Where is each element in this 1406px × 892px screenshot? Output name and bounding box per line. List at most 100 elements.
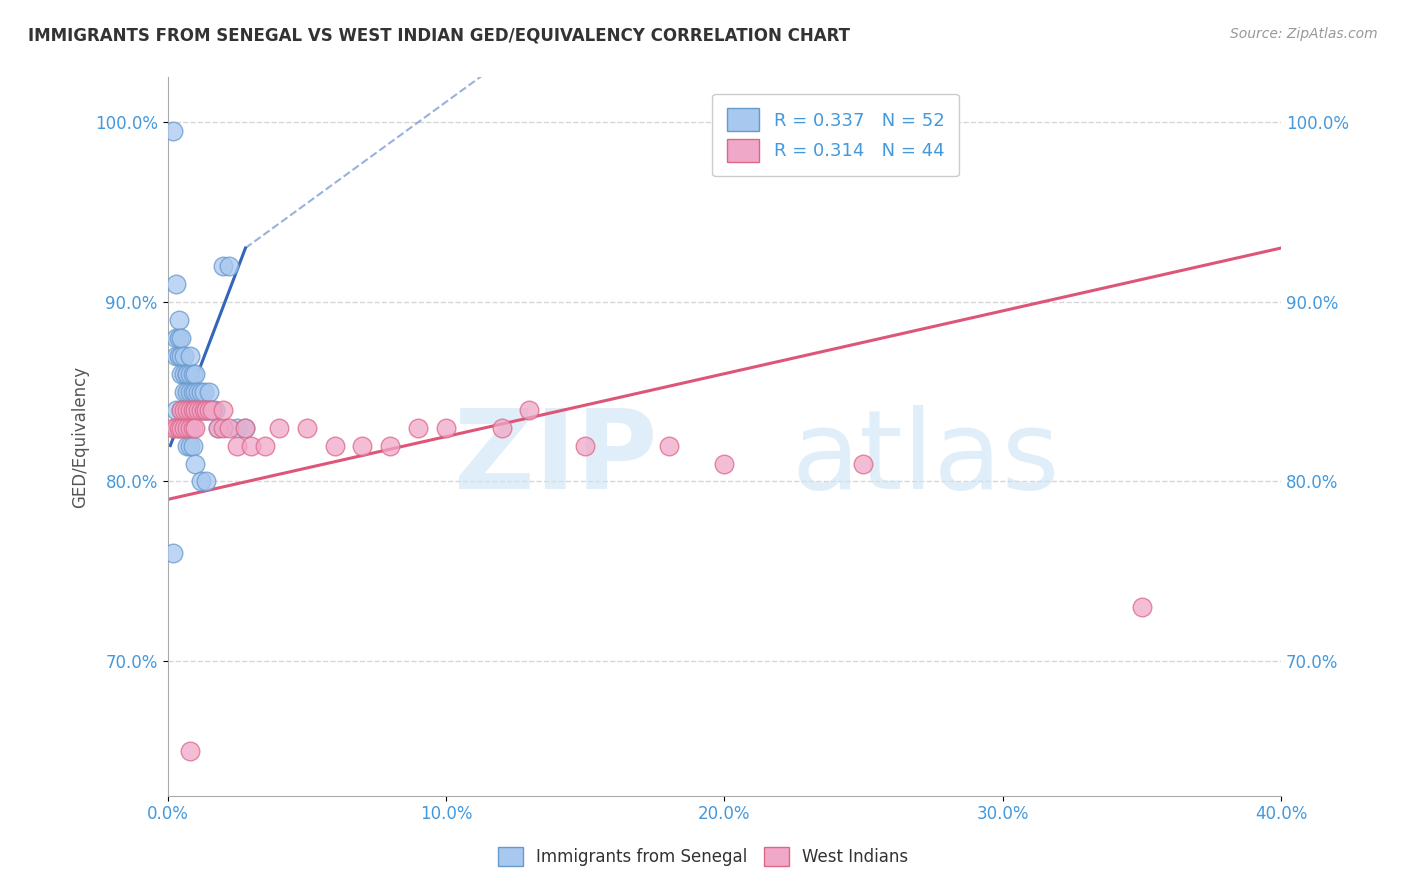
Point <box>212 420 235 434</box>
Point <box>179 420 201 434</box>
Point <box>184 420 207 434</box>
Point <box>173 402 195 417</box>
Point <box>198 402 221 417</box>
Point <box>176 384 198 399</box>
Point <box>323 439 346 453</box>
Point <box>176 420 198 434</box>
Point <box>519 402 541 417</box>
Point <box>235 420 257 434</box>
Point <box>207 420 229 434</box>
Point <box>167 420 190 434</box>
Point <box>179 384 201 399</box>
Point <box>380 439 402 453</box>
Text: ZIP: ZIP <box>454 405 658 512</box>
Point <box>574 439 596 453</box>
Point <box>658 439 681 453</box>
Text: atlas: atlas <box>792 405 1060 512</box>
Point <box>184 457 207 471</box>
Legend: Immigrants from Senegal, West Indians: Immigrants from Senegal, West Indians <box>489 838 917 875</box>
Point <box>179 402 201 417</box>
Point <box>167 349 190 363</box>
Point <box>267 420 290 434</box>
Point <box>187 402 209 417</box>
Point <box>167 331 190 345</box>
Point <box>218 259 240 273</box>
Point <box>207 420 229 434</box>
Point <box>198 384 221 399</box>
Point <box>173 420 195 434</box>
Point <box>179 367 201 381</box>
Point <box>235 420 257 434</box>
Point <box>190 402 212 417</box>
Point <box>176 439 198 453</box>
Point <box>181 402 204 417</box>
Point <box>352 439 374 453</box>
Point <box>170 349 193 363</box>
Point <box>184 402 207 417</box>
Point <box>181 439 204 453</box>
Point <box>190 475 212 489</box>
Point <box>162 124 184 138</box>
Point <box>176 402 198 417</box>
Point <box>184 384 207 399</box>
Point <box>240 439 263 453</box>
Point <box>176 367 198 381</box>
Point <box>198 402 221 417</box>
Y-axis label: GED/Equivalency: GED/Equivalency <box>72 366 89 508</box>
Point <box>179 439 201 453</box>
Point <box>491 420 513 434</box>
Point <box>212 259 235 273</box>
Point <box>434 420 457 434</box>
Point <box>195 475 218 489</box>
Point <box>193 402 215 417</box>
Point <box>173 349 195 363</box>
Point <box>201 402 224 417</box>
Text: IMMIGRANTS FROM SENEGAL VS WEST INDIAN GED/EQUIVALENCY CORRELATION CHART: IMMIGRANTS FROM SENEGAL VS WEST INDIAN G… <box>28 27 851 45</box>
Legend: R = 0.337   N = 52, R = 0.314   N = 44: R = 0.337 N = 52, R = 0.314 N = 44 <box>713 94 959 176</box>
Point <box>162 420 184 434</box>
Point <box>406 420 429 434</box>
Point <box>173 367 195 381</box>
Point <box>226 439 249 453</box>
Point <box>173 384 195 399</box>
Point <box>204 402 226 417</box>
Point <box>176 367 198 381</box>
Point <box>226 420 249 434</box>
Point <box>190 402 212 417</box>
Point <box>170 402 193 417</box>
Point <box>195 402 218 417</box>
Point <box>181 420 204 434</box>
Point <box>201 402 224 417</box>
Point <box>187 384 209 399</box>
Point <box>165 402 187 417</box>
Point <box>170 402 193 417</box>
Point <box>167 420 190 434</box>
Point <box>193 384 215 399</box>
Point <box>218 420 240 434</box>
Point <box>179 744 201 758</box>
Point <box>170 367 193 381</box>
Point <box>181 384 204 399</box>
Point <box>193 402 215 417</box>
Point <box>1130 600 1153 615</box>
Point <box>167 313 190 327</box>
Point <box>195 402 218 417</box>
Point <box>713 457 735 471</box>
Point <box>187 402 209 417</box>
Point <box>184 402 207 417</box>
Point <box>170 420 193 434</box>
Point <box>165 331 187 345</box>
Point <box>173 420 195 434</box>
Text: Source: ZipAtlas.com: Source: ZipAtlas.com <box>1230 27 1378 41</box>
Point <box>176 420 198 434</box>
Point <box>295 420 318 434</box>
Point <box>170 331 193 345</box>
Point <box>212 402 235 417</box>
Point <box>181 367 204 381</box>
Point <box>162 546 184 560</box>
Point <box>852 457 875 471</box>
Point <box>165 420 187 434</box>
Point <box>190 384 212 399</box>
Point <box>184 367 207 381</box>
Point <box>179 349 201 363</box>
